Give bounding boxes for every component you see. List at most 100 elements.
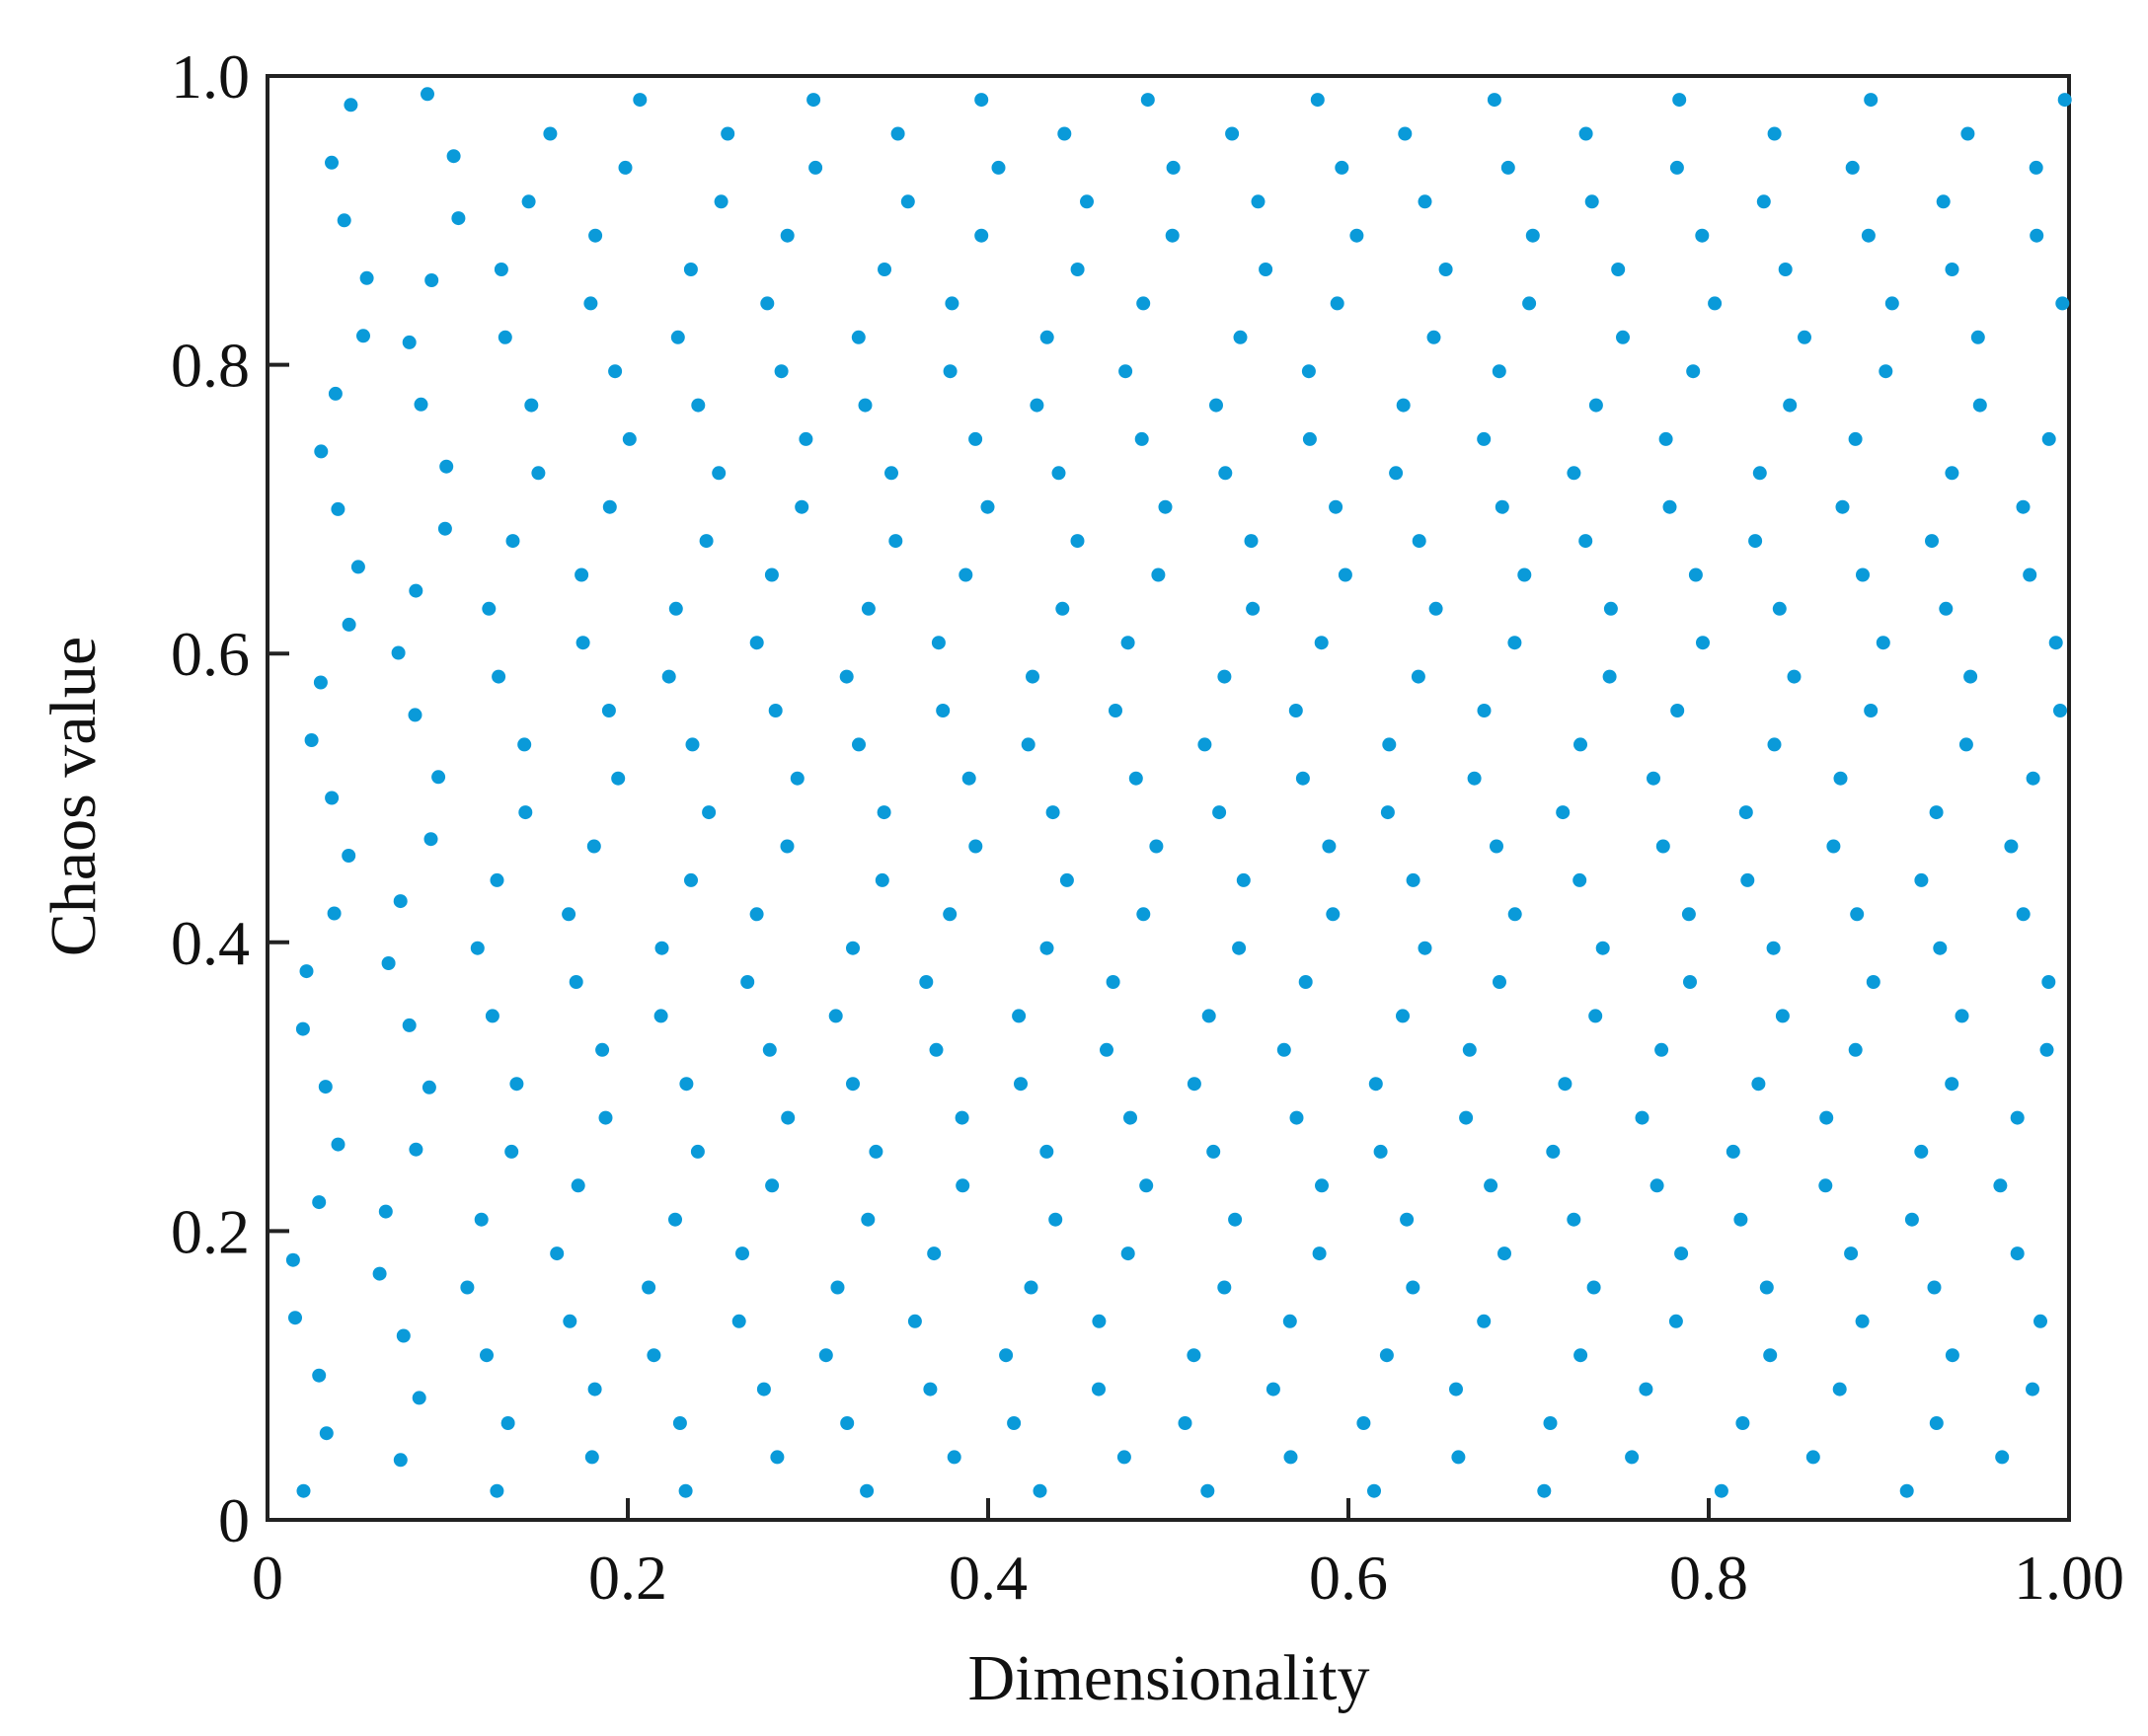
data-point <box>799 431 813 446</box>
data-point <box>285 1252 300 1267</box>
data-point <box>356 329 370 343</box>
data-point <box>1866 975 1880 989</box>
data-point <box>1826 839 1841 854</box>
data-point <box>1418 194 1432 209</box>
data-point <box>1899 1483 1914 1498</box>
data-point <box>1438 263 1453 276</box>
data-point <box>1507 907 1522 922</box>
data-point <box>569 975 583 989</box>
data-point <box>1451 1450 1466 1465</box>
data-point <box>923 1382 938 1396</box>
data-point <box>968 839 983 854</box>
data-point <box>858 398 873 413</box>
data-point <box>1654 1042 1669 1057</box>
data-point <box>344 98 358 113</box>
data-point <box>1573 872 1587 887</box>
data-point <box>588 228 603 243</box>
data-point <box>875 872 889 887</box>
data-point <box>393 894 408 909</box>
data-point <box>699 534 714 549</box>
data-point <box>2041 975 2056 989</box>
data-point <box>683 263 698 276</box>
data-point <box>1151 567 1166 582</box>
data-point <box>1752 466 1767 481</box>
data-point <box>846 1077 860 1092</box>
data-point <box>768 704 783 717</box>
data-point <box>1477 704 1492 717</box>
data-point <box>1045 805 1060 820</box>
data-point <box>602 499 617 514</box>
data-point <box>869 1144 883 1159</box>
data-point <box>1276 1042 1291 1057</box>
data-point <box>1658 431 1673 446</box>
data-point <box>318 1080 333 1094</box>
data-point <box>325 155 339 170</box>
data-point <box>378 1204 393 1219</box>
data-point <box>562 907 576 922</box>
data-point <box>1412 534 1426 549</box>
data-point <box>2039 1042 2054 1057</box>
data-point <box>1778 263 1793 276</box>
data-point <box>1625 1450 1640 1465</box>
data-point <box>980 499 995 514</box>
data-point <box>1165 228 1180 243</box>
data-point <box>1818 1178 1833 1193</box>
data-point <box>1939 601 1954 616</box>
data-point <box>1330 296 1344 311</box>
data-point <box>1945 1077 1959 1092</box>
data-point <box>480 1348 494 1363</box>
y-tick-label: 0.4 <box>171 908 250 978</box>
data-point <box>319 1426 334 1441</box>
data-point <box>1556 805 1571 820</box>
data-point <box>1487 93 1501 108</box>
data-point <box>1500 160 1515 175</box>
data-point <box>1411 669 1425 684</box>
data-point <box>2048 636 2063 650</box>
data-point <box>961 771 976 786</box>
data-point <box>423 832 438 847</box>
data-point <box>1933 941 1948 955</box>
data-point <box>1588 398 1603 413</box>
data-point <box>1217 1280 1232 1295</box>
data-point <box>1635 1110 1649 1125</box>
data-point <box>1763 1348 1778 1363</box>
data-point <box>685 737 700 752</box>
data-point <box>451 211 466 226</box>
plot-frame <box>266 74 2071 1522</box>
data-point <box>2026 771 2040 786</box>
y-axis-label: Chaos value <box>38 637 110 956</box>
data-point <box>1525 228 1540 243</box>
data-point <box>1282 1314 1297 1328</box>
data-point <box>1578 126 1593 141</box>
data-point <box>2033 1314 2047 1328</box>
data-point <box>1695 228 1710 243</box>
data-point <box>1751 1077 1766 1092</box>
data-point <box>1057 126 1072 141</box>
data-point <box>1864 704 1879 717</box>
data-point <box>1051 466 1066 481</box>
data-point <box>780 228 795 243</box>
data-point <box>396 1328 411 1343</box>
data-point <box>999 1348 1014 1363</box>
data-point <box>762 1042 777 1057</box>
data-point <box>1039 941 1054 955</box>
data-point <box>1128 771 1143 786</box>
data-point <box>764 567 779 582</box>
data-point <box>2041 431 2056 446</box>
data-point <box>1236 872 1251 887</box>
data-point <box>818 1348 833 1363</box>
data-point <box>679 1077 694 1092</box>
data-point <box>1861 228 1876 243</box>
data-point <box>672 1416 687 1430</box>
x-tick-label: 0.6 <box>1309 1543 1388 1613</box>
data-point <box>991 160 1006 175</box>
data-point <box>414 397 428 412</box>
data-point <box>1844 1246 1859 1261</box>
data-point <box>1379 1348 1394 1363</box>
data-point <box>1396 1009 1410 1023</box>
data-point <box>296 1483 311 1498</box>
data-point <box>1714 1483 1728 1498</box>
data-point <box>945 296 959 311</box>
data-point <box>830 1280 845 1295</box>
